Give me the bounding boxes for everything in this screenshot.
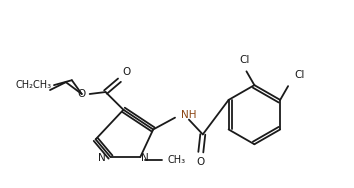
Text: N: N	[98, 153, 105, 163]
Text: Cl: Cl	[294, 70, 304, 80]
Text: O: O	[122, 67, 131, 77]
Text: N: N	[141, 153, 149, 163]
Text: Cl: Cl	[239, 55, 250, 65]
Text: NH: NH	[181, 110, 196, 120]
Text: O: O	[78, 89, 86, 99]
Text: O: O	[197, 157, 205, 167]
Text: CH₂CH₃: CH₂CH₃	[16, 80, 52, 90]
Text: CH₃: CH₃	[167, 155, 185, 165]
